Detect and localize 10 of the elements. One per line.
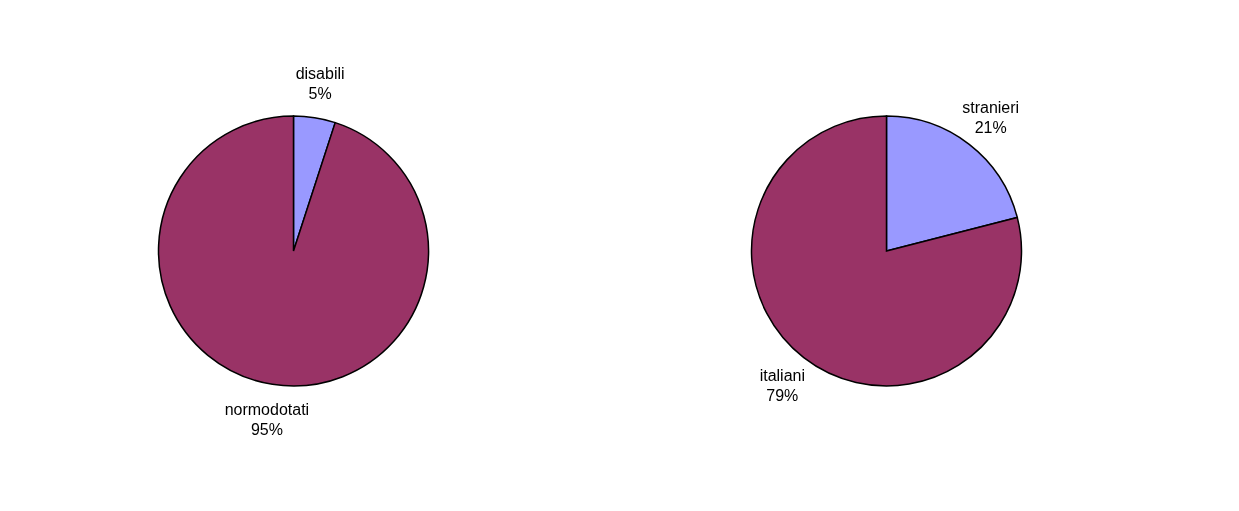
slice-label: stranieri [962,98,1020,116]
slice-label: italiani [759,367,805,385]
data-label: 21% [974,118,1007,136]
pie-slice [157,115,430,387]
slice-label: disabili [295,65,345,83]
data-label: 5% [308,85,332,103]
pie-slice [750,115,1023,387]
data-label: 95% [250,420,283,438]
data-label: 79% [766,387,799,405]
slice-label: normodotati [224,400,310,418]
